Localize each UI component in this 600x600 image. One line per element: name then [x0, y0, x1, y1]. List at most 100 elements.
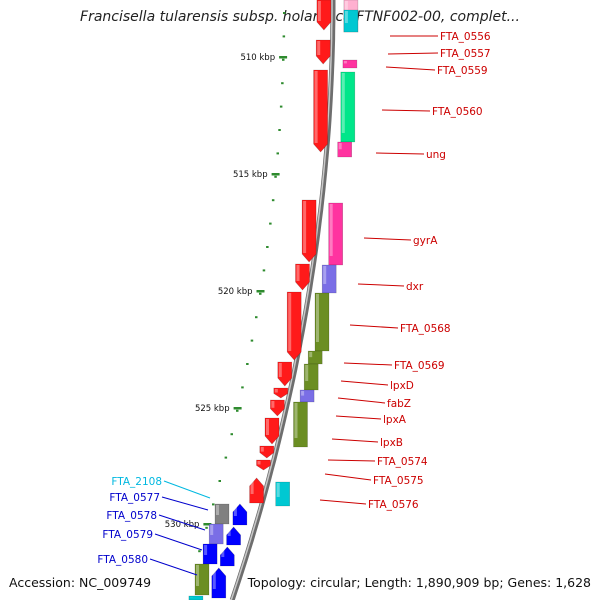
gene-label[interactable]: FTA_0580: [97, 554, 148, 566]
gene-label[interactable]: lpxD: [390, 380, 414, 392]
gene-label[interactable]: FTA_0568: [400, 323, 451, 335]
metabolism-feature[interactable]: [314, 292, 330, 352]
major-tick: [279, 56, 288, 59]
major-tick: [203, 523, 212, 526]
rna-feature[interactable]: [202, 543, 218, 565]
leader-line: [340, 380, 389, 386]
minor-tick: [281, 82, 284, 85]
minor-tick: [212, 503, 215, 506]
cds-feature[interactable]: [259, 445, 275, 459]
rna-feature[interactable]: [211, 567, 227, 599]
cds-feature[interactable]: [270, 399, 285, 417]
cds-feature[interactable]: [249, 477, 264, 504]
info-feature[interactable]: [328, 202, 344, 266]
metabolism-feature[interactable]: [307, 350, 323, 365]
cds-feature[interactable]: [301, 199, 317, 263]
cds-feature[interactable]: [316, 0, 332, 31]
gene-features[interactable]: [188, 0, 359, 600]
gene-label[interactable]: FTA_0560: [432, 106, 483, 118]
other-feature[interactable]: [343, 9, 359, 33]
feature-highlight: [314, 71, 318, 143]
minor-tick: [274, 175, 277, 178]
feature-highlight: [196, 565, 199, 586]
cds-feature[interactable]: [277, 361, 293, 387]
scale-label: 510 kbp: [240, 53, 275, 63]
leader-line: [363, 237, 412, 241]
other-feature[interactable]: [214, 503, 230, 525]
leader-line: [387, 52, 439, 55]
minor-tick: [278, 129, 281, 131]
gene-label[interactable]: FTA_0576: [368, 499, 419, 511]
info-feature[interactable]: [342, 59, 358, 69]
minor-tick: [259, 292, 262, 295]
leader-line: [375, 152, 425, 155]
gene-label[interactable]: FTA_2108: [111, 476, 162, 488]
transport-feature[interactable]: [321, 264, 337, 294]
other-feature[interactable]: [188, 595, 204, 600]
gene-label[interactable]: fabZ: [387, 398, 411, 410]
rna-feature[interactable]: [226, 526, 241, 546]
cds-feature[interactable]: [286, 291, 302, 361]
other-feature[interactable]: [275, 481, 291, 507]
feature-highlight: [344, 11, 348, 23]
feature-highlight: [271, 401, 275, 408]
gene-label[interactable]: FTA_0578: [106, 510, 157, 522]
leader-line: [163, 480, 211, 499]
minor-tick: [241, 386, 244, 389]
minor-tick: [266, 246, 269, 248]
transport-feature[interactable]: [299, 389, 315, 403]
feature-highlight: [329, 204, 333, 256]
feature-highlight: [309, 352, 313, 358]
minor-tick: [246, 363, 249, 365]
minor-tick: [230, 433, 233, 436]
minor-tick: [283, 12, 286, 14]
rna-feature[interactable]: [232, 503, 248, 526]
topology-text: Topology: circular; Length: 1,890,909 bp…: [247, 575, 591, 590]
gene-label[interactable]: FTA_0557: [440, 48, 491, 60]
cds-feature[interactable]: [273, 387, 289, 399]
gene-label[interactable]: gyrA: [413, 235, 438, 247]
rna-feature[interactable]: [220, 546, 235, 567]
gene-label[interactable]: FTA_0569: [394, 360, 445, 372]
leader-line: [154, 533, 203, 551]
minor-tick: [205, 526, 208, 529]
gene-label[interactable]: ung: [426, 149, 446, 161]
gene-label[interactable]: FTA_0556: [440, 31, 491, 43]
gene-label[interactable]: FTA_0575: [373, 475, 424, 487]
cell-process-feature[interactable]: [340, 71, 356, 143]
minor-tick: [250, 339, 254, 342]
cds-feature[interactable]: [295, 263, 310, 291]
gene-label[interactable]: lpxA: [383, 414, 407, 426]
gene-label[interactable]: FTA_0579: [102, 529, 153, 541]
cds-feature[interactable]: [313, 69, 328, 153]
leader-line: [343, 362, 393, 366]
gene-label[interactable]: FTA_0574: [377, 456, 428, 468]
gene-label[interactable]: lpxB: [380, 437, 403, 449]
leader-line: [357, 283, 405, 287]
leader-line: [349, 324, 399, 329]
feature-highlight: [212, 569, 216, 589]
gene-label[interactable]: FTA_0559: [437, 65, 488, 77]
cds-feature[interactable]: [264, 417, 280, 445]
leader-line: [331, 438, 379, 443]
accession-text: Accession: NC_009749: [9, 575, 152, 590]
metabolism-feature[interactable]: [293, 401, 308, 448]
cds-feature[interactable]: [315, 39, 331, 65]
scale-ticks: [198, 12, 288, 553]
gene-label[interactable]: dxr: [406, 281, 424, 293]
feature-highlight: [250, 479, 254, 494]
feature-highlight: [221, 548, 225, 557]
cds-feature[interactable]: [256, 459, 271, 471]
minor-tick: [218, 480, 221, 482]
info-feature[interactable]: [337, 141, 353, 158]
scale-label: 515 kbp: [233, 170, 268, 180]
gene-label[interactable]: FTA_0577: [109, 492, 160, 504]
metabolism-feature[interactable]: [303, 363, 319, 391]
transport-feature[interactable]: [208, 523, 224, 545]
leader-line: [337, 397, 386, 404]
metabolism-feature[interactable]: [194, 563, 210, 596]
feature-highlight: [233, 505, 237, 516]
minor-tick: [262, 269, 266, 272]
